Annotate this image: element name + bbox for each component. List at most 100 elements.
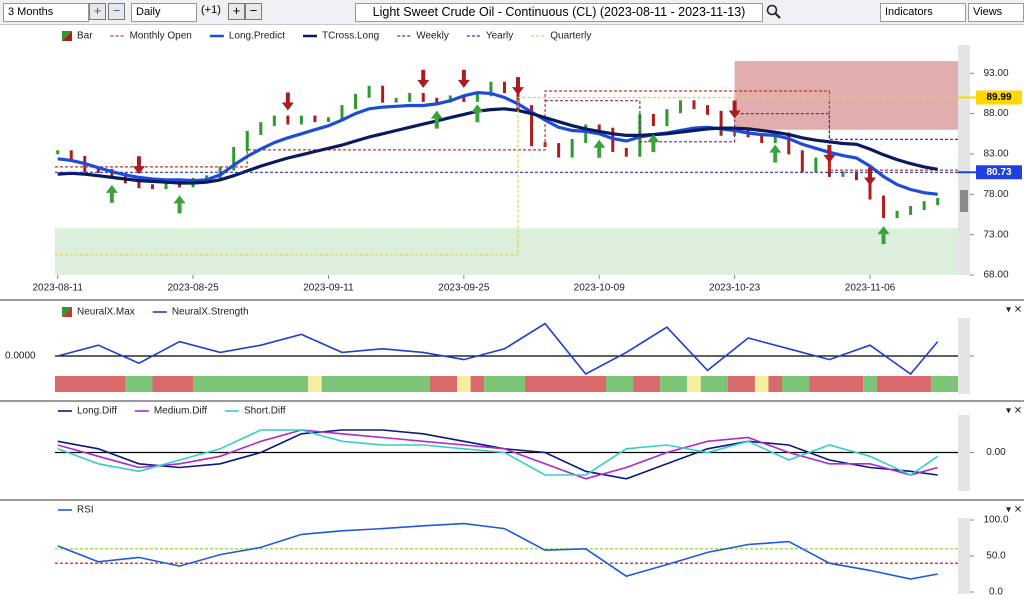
- series-line: [57, 90, 938, 196]
- price-bar: [56, 150, 60, 155]
- panel-menu-icon[interactable]: ▾ ✕: [1006, 505, 1022, 516]
- buy-arrow: [877, 226, 890, 245]
- signal-strip: [633, 376, 661, 392]
- views-menu[interactable]: Views: [968, 3, 1024, 22]
- price-bar: [584, 124, 588, 144]
- offset-label: (+1): [201, 4, 221, 16]
- price-bar: [854, 171, 858, 181]
- price-bar: [259, 122, 263, 135]
- panel-menu-icon[interactable]: ▾ ✕: [1006, 406, 1022, 417]
- price-bar: [773, 132, 777, 144]
- zone: [734, 61, 958, 130]
- sell-arrow: [823, 144, 836, 163]
- scrollbar: [958, 415, 970, 491]
- legend-label: Weekly: [416, 31, 449, 42]
- series-line: [55, 96, 958, 256]
- signal-strip: [55, 376, 126, 392]
- signal-strip: [809, 376, 864, 392]
- signal-strip: [125, 376, 153, 392]
- legend-label: Yearly: [486, 31, 513, 42]
- x-tick-label: 2023-09-25: [438, 283, 490, 294]
- signal-strip: [430, 376, 458, 392]
- y-tick-label: 100.0: [983, 515, 1008, 526]
- symbol-title[interactable]: Light Sweet Crude Oil - Continuous (CL) …: [355, 3, 763, 22]
- price-bar: [272, 115, 276, 127]
- interval-select[interactable]: Daily: [131, 3, 197, 22]
- indicators-menu[interactable]: Indicators: [880, 3, 966, 22]
- y-tick-label: 0.0000: [5, 351, 36, 362]
- price-bar: [502, 81, 506, 93]
- signal-strip: [754, 376, 769, 392]
- price-bar: [340, 105, 344, 122]
- offset-plus-button[interactable]: +: [228, 3, 245, 20]
- buy-arrow: [769, 144, 782, 163]
- price-bar: [678, 100, 682, 114]
- price-bar: [137, 179, 141, 189]
- price-bar: [570, 139, 574, 158]
- price-bar: [367, 85, 371, 98]
- price-bar: [408, 93, 412, 102]
- legend-label: Long.Diff: [77, 406, 117, 417]
- price-bar: [597, 124, 601, 132]
- chart-area: ▾ ✕ ▾ ✕ ▾ ✕ 93.00 88.00 83.00 78.00 73.00 68.…: [0, 25, 1024, 599]
- legend-icon: [62, 31, 72, 41]
- scroll-thumb: [960, 190, 968, 212]
- sell-arrow: [457, 69, 470, 88]
- price-bar: [232, 147, 236, 171]
- price-bar: [326, 117, 330, 123]
- y-tick-label: 73.00: [983, 229, 1008, 240]
- price-bar: [462, 95, 466, 102]
- x-tick-label: 2023-08-25: [168, 283, 220, 294]
- y-tick-label: 0.0: [989, 587, 1003, 598]
- price-bar: [895, 210, 899, 219]
- range-select[interactable]: 3 Months: [3, 3, 89, 22]
- sell-arrow: [132, 156, 145, 175]
- price-bar: [841, 171, 845, 177]
- signal-strip: [863, 376, 877, 392]
- price-bar: [164, 179, 168, 190]
- y-tick-label: 83.00: [983, 149, 1008, 160]
- y-tick-label: 88.00: [983, 108, 1008, 119]
- sell-arrow: [512, 77, 525, 96]
- price-label: 80.73: [986, 167, 1011, 178]
- price-bar: [421, 93, 425, 102]
- price-bar: [800, 150, 804, 173]
- price-bar: [624, 147, 628, 157]
- panel-menu-icon[interactable]: ▾ ✕: [1006, 305, 1022, 316]
- price-bar: [218, 166, 222, 180]
- price-bar: [245, 130, 249, 152]
- price-bar: [692, 100, 696, 110]
- x-tick-label: 2023-10-09: [574, 283, 626, 294]
- price-bar: [299, 115, 303, 125]
- legend-label: RSI: [77, 505, 94, 516]
- price-bar: [787, 132, 791, 155]
- x-tick-label: 2023-10-23: [709, 283, 761, 294]
- price-bar: [96, 168, 100, 173]
- sell-arrow: [728, 100, 741, 119]
- offset-minus-button[interactable]: −: [245, 3, 262, 20]
- signal-strip: [768, 376, 783, 392]
- search-icon[interactable]: [766, 4, 782, 20]
- series-line: [57, 522, 938, 580]
- price-bar: [286, 115, 290, 125]
- price-bar: [651, 114, 655, 127]
- price-bar: [354, 93, 358, 110]
- signal-strip: [484, 376, 525, 392]
- legend-label: Medium.Diff: [154, 406, 207, 417]
- price-label: 89.99: [986, 92, 1011, 103]
- series-line: [57, 107, 938, 185]
- buy-arrow: [647, 134, 660, 153]
- price-bar: [719, 110, 723, 136]
- price-bar: [909, 206, 913, 215]
- series-line: [57, 429, 938, 480]
- signal-strip: [470, 376, 485, 392]
- buy-arrow: [105, 184, 118, 203]
- sell-arrow: [281, 92, 294, 111]
- legend-label: Long.Predict: [229, 31, 285, 42]
- price-bar: [381, 85, 385, 103]
- buy-arrow: [593, 139, 606, 158]
- zoom-out-button[interactable]: −: [108, 3, 125, 20]
- price-bar: [475, 92, 479, 102]
- zoom-in-button[interactable]: +: [89, 3, 106, 20]
